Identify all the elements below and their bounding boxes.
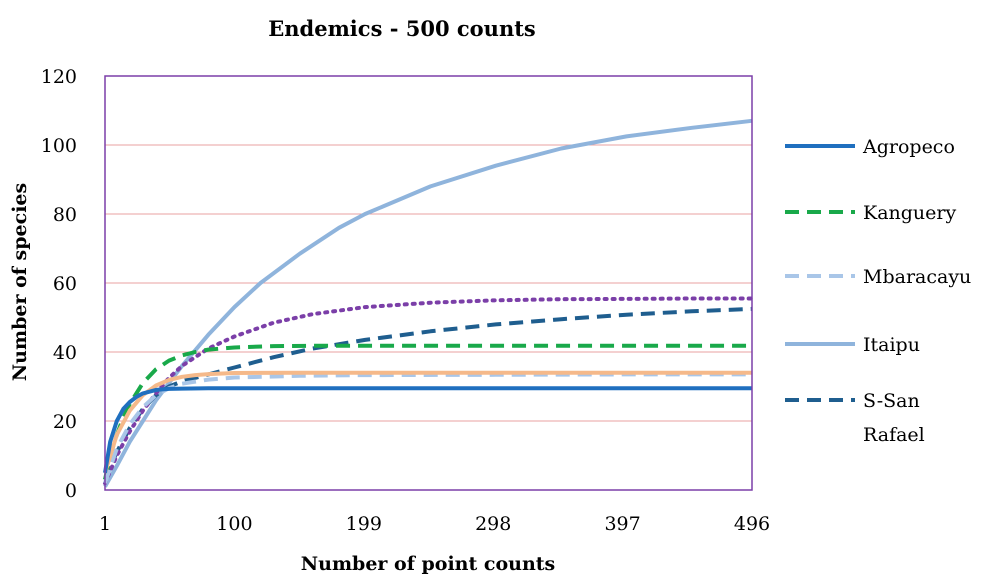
y-tick-label: 80 (53, 204, 77, 226)
x-tick-label: 496 (734, 513, 770, 535)
series-line (103, 372, 752, 484)
y-axis-title: Number of species (9, 183, 31, 381)
legend-label: Mbaracayu (863, 266, 971, 288)
y-tick-label: 120 (41, 66, 77, 88)
x-tick-label: 100 (216, 513, 252, 535)
x-axis-title: Number of point counts (301, 553, 555, 575)
y-tick-label: 60 (53, 273, 77, 295)
series-line (103, 386, 752, 474)
chart-title: Endemics - 500 counts (268, 16, 535, 41)
x-axis-ticks: 1 100 199 298 397 496 (99, 513, 770, 535)
y-tick-label: 100 (41, 135, 77, 157)
y-tick-label: 20 (53, 411, 77, 433)
plot-area-border (104, 75, 753, 491)
legend-label: Agropeco (862, 136, 955, 158)
y-tick-label: 0 (65, 480, 77, 502)
legend-label: Kanguery (863, 202, 956, 224)
series-line (103, 370, 752, 474)
series-lines (103, 118, 754, 488)
x-tick-label: 298 (475, 513, 511, 535)
legend: Agropeco Kanguery Mbaracayu Itaipu S-San Rafa… (785, 136, 971, 446)
series-line (103, 306, 753, 481)
series-line (103, 296, 754, 486)
x-tick-label: 1 (99, 513, 111, 535)
x-tick-label: 397 (604, 513, 640, 535)
legend-label: Itaipu (863, 334, 920, 356)
x-tick-label: 199 (346, 513, 382, 535)
y-axis-ticks: 0 20 40 60 80 100 120 (41, 66, 77, 502)
series-line (103, 118, 753, 488)
series-line (103, 343, 752, 481)
legend-label: S-San Rafael (863, 390, 925, 446)
grid (105, 144, 752, 422)
y-tick-label: 40 (53, 342, 77, 364)
